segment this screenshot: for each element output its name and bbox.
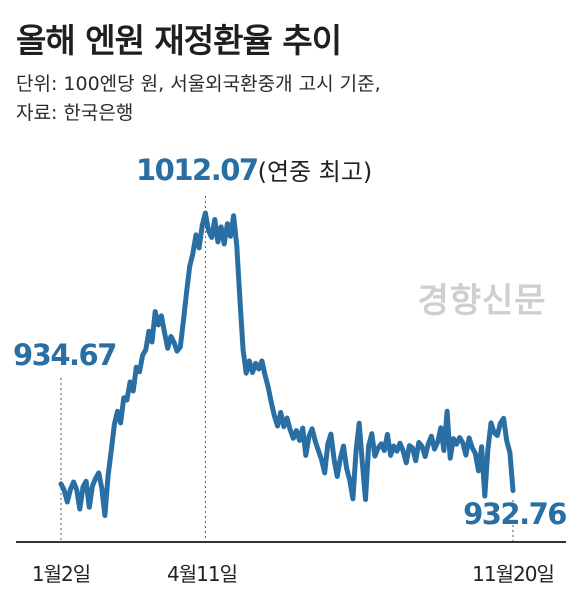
guide-lines: [60, 196, 514, 542]
value-label: 1012.07(연중 최고): [136, 153, 372, 187]
value-label-suffix: (연중 최고): [258, 158, 373, 186]
x-axis-ticks: 1월2일 4월11일 11월20일: [32, 562, 555, 586]
subtitle-line-1: 단위: 100엔당 원, 서울외국환중개 고시 기준,: [16, 73, 381, 95]
chart-subtitle: 단위: 100엔당 원, 서울외국환중개 고시 기준, 자료: 한국은행: [16, 70, 381, 128]
value-label-number: 1012.07: [136, 153, 258, 187]
series-line: [58, 210, 516, 519]
chart-title: 올해 엔원 재정환율 추이: [16, 21, 342, 60]
value-label: 932.76: [463, 497, 566, 531]
x-tick-label: 11월20일: [472, 562, 554, 586]
value-label: 934.67: [13, 338, 116, 372]
x-tick-label: 1월2일: [32, 562, 90, 586]
annotations: 934.67 1012.07(연중 최고) 932.76: [13, 153, 568, 531]
x-tick-label: 4월11일: [167, 562, 237, 586]
value-label-number: 934.67: [13, 338, 116, 372]
watermark: 경향신문: [417, 281, 546, 321]
value-label-number: 932.76: [463, 497, 566, 531]
subtitle-line-2: 자료: 한국은행: [16, 102, 134, 124]
